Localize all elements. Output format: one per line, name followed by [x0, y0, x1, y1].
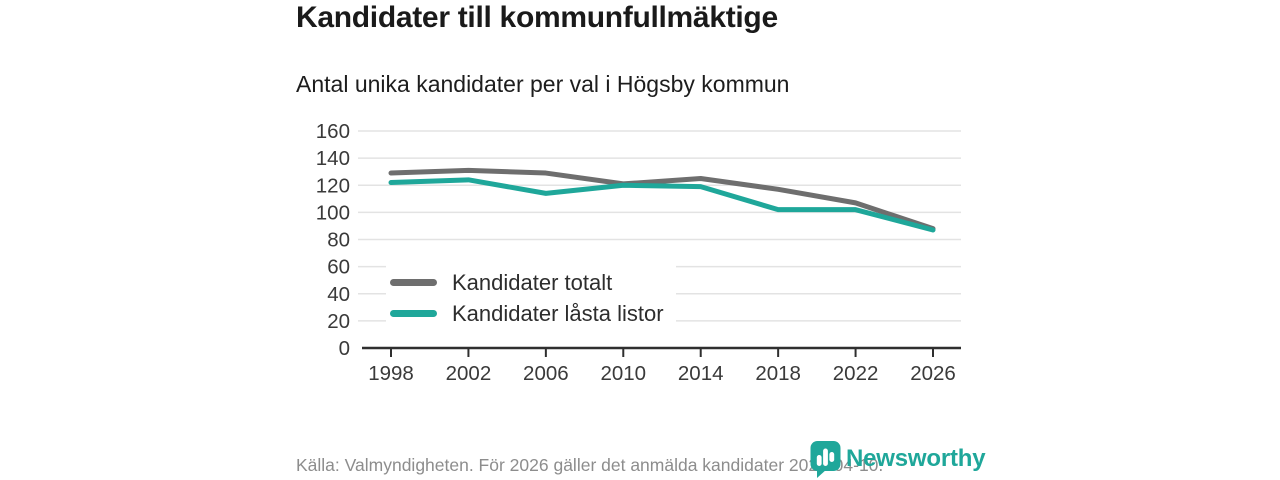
newsworthy-brand: Newsworthy — [809, 439, 986, 479]
y-tick-label: 0 — [339, 337, 350, 360]
chart-legend: Kandidater totalt Kandidater låsta listo… — [386, 265, 676, 331]
legend-label-total: Kandidater totalt — [452, 269, 613, 295]
legend-swatch-locked-lists-line — [390, 310, 437, 317]
logo-bar-medium — [829, 452, 835, 462]
y-tick-label: 160 — [316, 120, 350, 143]
legend-item-locked-lists: Kandidater låsta listor — [390, 298, 664, 329]
y-tick-label: 40 — [327, 283, 350, 306]
x-tick-label: 1998 — [368, 362, 414, 385]
y-tick-label: 60 — [327, 256, 350, 279]
x-tick-label: 2026 — [910, 362, 956, 385]
source-note: Källa: Valmyndigheten. För 2026 gäller d… — [296, 455, 884, 475]
logo-bar-tall — [823, 448, 828, 466]
newsworthy-logo-icon — [810, 441, 841, 478]
y-tick-label: 80 — [327, 229, 350, 252]
x-tick-label: 2014 — [678, 362, 724, 385]
x-tick-label: 2022 — [833, 362, 879, 385]
series-line-0 — [388, 167, 936, 232]
x-tick-label: 2018 — [755, 362, 801, 385]
newsworthy-brand-text: Newsworthy — [846, 445, 986, 472]
chart-subtitle: Antal unika kandidater per val i Högsby … — [296, 71, 790, 97]
logo-bar-short — [816, 455, 822, 466]
legend-item-total: Kandidater totalt — [390, 267, 664, 298]
x-tick-label: 2006 — [523, 362, 569, 385]
x-tick-label: 2002 — [446, 362, 492, 385]
legend-swatch-total-line — [390, 279, 437, 286]
page-title: Kandidater till kommunfullmäktige — [296, 1, 778, 34]
x-tick-label: 2010 — [600, 362, 646, 385]
y-tick-label: 100 — [316, 201, 350, 224]
y-tick-label: 120 — [316, 174, 350, 197]
legend-label-locked-lists: Kandidater låsta listor — [452, 300, 664, 326]
series-line-1 — [388, 177, 936, 233]
y-tick-label: 20 — [327, 310, 350, 333]
y-tick-label: 140 — [316, 147, 350, 170]
logo-bubble-tail — [817, 469, 827, 478]
